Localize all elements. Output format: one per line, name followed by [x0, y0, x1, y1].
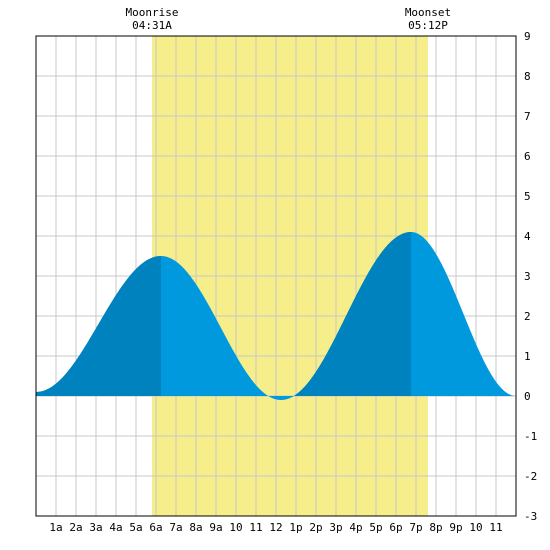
y-tick-label: -1 — [524, 430, 537, 443]
y-tick-label: 0 — [524, 390, 531, 403]
x-tick-label: 3p — [329, 521, 342, 534]
x-tick-labels: 1a 2a 3a 4a 5a 6a 7a 8a 9a 10 11 12 1p 2p 3p 4p 5p 6p 7p 8p… — [49, 521, 502, 534]
x-tick-label: 9p — [449, 521, 462, 534]
x-tick-label: 5p — [369, 521, 382, 534]
x-tick-label: 9a — [209, 521, 222, 534]
y-tick-label: -3 — [524, 510, 537, 523]
x-tick-label: 8a — [189, 521, 202, 534]
x-tick-label: 4p — [349, 521, 362, 534]
x-tick-label: 12 — [269, 521, 282, 534]
x-tick-label: 3a — [89, 521, 102, 534]
plot-frame — [35, 35, 517, 517]
x-tick-label: 10 — [469, 521, 482, 534]
moonset-label: Moonset — [405, 6, 451, 19]
y-tick-label: 9 — [524, 30, 531, 43]
y-tick-label: 8 — [524, 70, 531, 83]
x-tick-label: 6p — [389, 521, 402, 534]
x-tick-label: 1p — [289, 521, 302, 534]
moonrise-label: Moonrise — [126, 6, 179, 19]
y-tick-label: 7 — [524, 110, 531, 123]
x-tick-label: 5a — [129, 521, 142, 534]
x-tick-label: 7a — [169, 521, 182, 534]
x-tick-label: 2p — [309, 521, 322, 534]
x-tick-label: 8p — [429, 521, 442, 534]
y-tick-label: 6 — [524, 150, 531, 163]
x-tick-label: 11 — [249, 521, 262, 534]
x-tick-label: 6a — [149, 521, 162, 534]
moonset-time: 05:12P — [408, 19, 448, 32]
moonrise-time: 04:31A — [132, 19, 172, 32]
x-tick-label: 11 — [489, 521, 502, 534]
x-tick-label: 2a — [69, 521, 82, 534]
tide-area-shade — [292, 232, 411, 398]
y-tick-label: 3 — [524, 270, 531, 283]
tide-area-shade — [36, 256, 161, 396]
y-tick-label: 4 — [524, 230, 531, 243]
y-tick-label: -2 — [524, 470, 537, 483]
y-tick-label: 2 — [524, 310, 531, 323]
y-tick-label: 1 — [524, 350, 531, 363]
tide-area — [36, 232, 516, 400]
y-tick-labels: -3 -2 -1 0 1 2 3 4 5 6 7 8 9 — [524, 30, 537, 523]
x-tick-label: 4a — [109, 521, 122, 534]
x-tick-label: 7p — [409, 521, 422, 534]
x-tick-label: 1a — [49, 521, 62, 534]
x-tick-label: 10 — [229, 521, 242, 534]
y-tick-label: 5 — [524, 190, 531, 203]
